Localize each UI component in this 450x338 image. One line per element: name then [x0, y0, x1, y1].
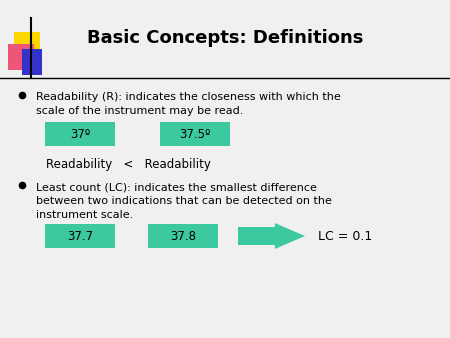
Bar — [22, 49, 42, 75]
Text: LC = 0.1: LC = 0.1 — [318, 230, 372, 242]
Text: instrument scale.: instrument scale. — [36, 210, 133, 220]
Bar — [8, 44, 34, 70]
Polygon shape — [238, 223, 305, 249]
Bar — [160, 122, 230, 146]
Text: between two indications that can be detected on the: between two indications that can be dete… — [36, 196, 332, 206]
Text: Readability (R): indicates the closeness with which the: Readability (R): indicates the closeness… — [36, 92, 341, 102]
Text: 37.5º: 37.5º — [179, 127, 211, 141]
Text: 37.8: 37.8 — [170, 230, 196, 242]
Bar — [14, 32, 40, 58]
Bar — [148, 224, 218, 248]
Text: Readability   <   Readability: Readability < Readability — [46, 158, 211, 171]
Bar — [45, 224, 115, 248]
Text: Least count (LC): indicates the smallest difference: Least count (LC): indicates the smallest… — [36, 182, 317, 192]
Text: 37º: 37º — [70, 127, 90, 141]
Text: scale of the instrument may be read.: scale of the instrument may be read. — [36, 106, 243, 116]
Bar — [45, 122, 115, 146]
Text: 37.7: 37.7 — [67, 230, 93, 242]
Text: Basic Concepts: Definitions: Basic Concepts: Definitions — [87, 29, 363, 47]
